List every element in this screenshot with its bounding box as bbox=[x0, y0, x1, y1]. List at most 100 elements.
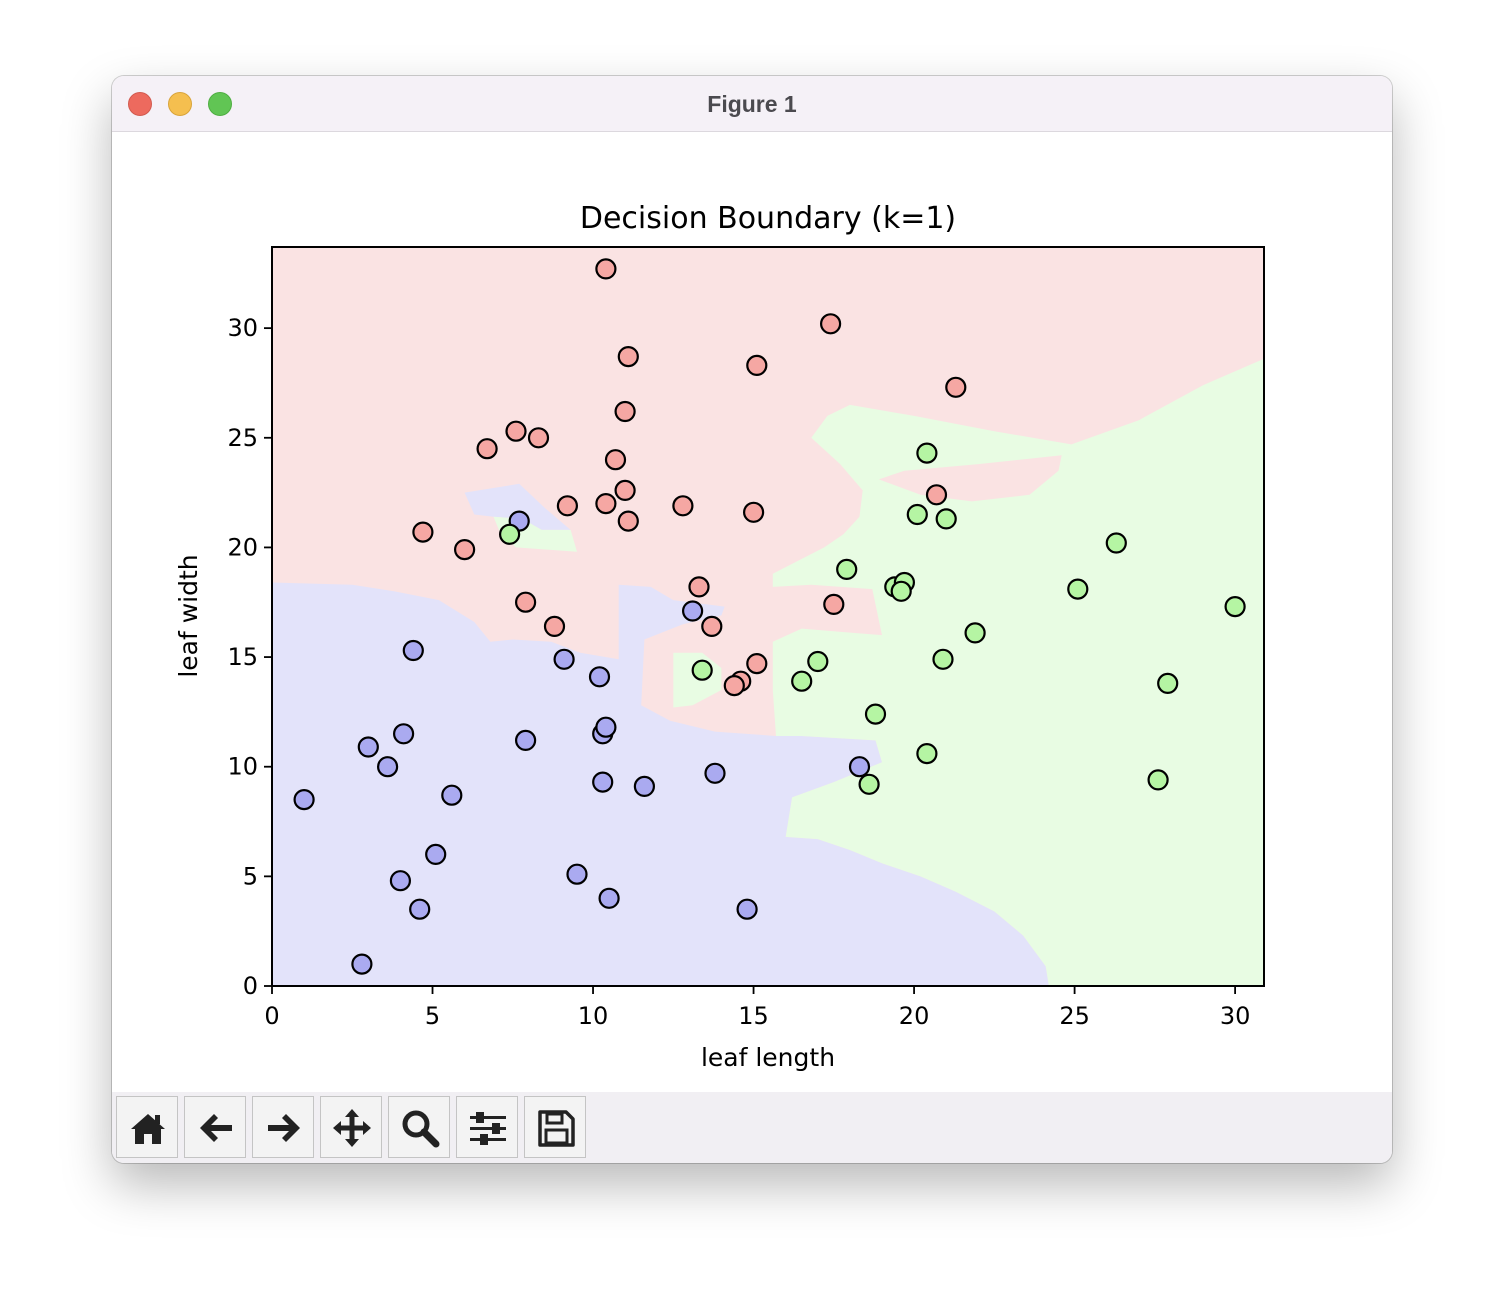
point-blue bbox=[402, 639, 424, 662]
point-blue bbox=[393, 723, 415, 745]
forward-button[interactable] bbox=[252, 1096, 314, 1158]
point-blue bbox=[409, 898, 431, 920]
move-icon bbox=[333, 1109, 371, 1147]
point-green bbox=[935, 508, 957, 530]
point-red bbox=[925, 484, 948, 506]
x-tick-label: 5 bbox=[425, 1002, 440, 1030]
point-blue bbox=[425, 843, 447, 866]
point-green bbox=[791, 670, 813, 692]
point-blue bbox=[553, 648, 575, 670]
point-blue bbox=[377, 756, 399, 778]
x-axis-label: leaf length bbox=[701, 1043, 835, 1072]
close-button[interactable] bbox=[128, 92, 152, 116]
point-red bbox=[819, 313, 842, 335]
point-red bbox=[527, 427, 550, 449]
point-red bbox=[604, 449, 627, 471]
y-axis: 0 5 10 15 20 25 30 bbox=[227, 314, 272, 1000]
point-blue bbox=[566, 863, 588, 885]
region-blue-1 bbox=[464, 483, 571, 530]
figure-window: Figure 1 Decision Boundary (k=1) 0 5 10 15 2… bbox=[112, 76, 1392, 1163]
region-green-0 bbox=[772, 358, 1264, 986]
point-green bbox=[964, 622, 986, 644]
point-blue bbox=[588, 666, 611, 688]
y-tick-label: 15 bbox=[227, 643, 258, 671]
point-green bbox=[858, 773, 880, 795]
point-green bbox=[906, 503, 928, 526]
x-tick-label: 25 bbox=[1059, 1002, 1090, 1030]
point-red bbox=[515, 591, 537, 613]
point-red bbox=[614, 479, 636, 501]
x-tick-label: 30 bbox=[1220, 1002, 1251, 1030]
x-tick-label: 15 bbox=[738, 1002, 769, 1030]
point-blue bbox=[592, 771, 614, 793]
save-button[interactable] bbox=[524, 1096, 586, 1158]
point-green bbox=[916, 742, 938, 765]
save-icon bbox=[538, 1110, 575, 1147]
point-green bbox=[932, 648, 954, 670]
data-points bbox=[293, 258, 1246, 975]
home-icon bbox=[131, 1114, 165, 1144]
point-red bbox=[595, 493, 617, 515]
sliders-icon bbox=[470, 1112, 506, 1145]
point-green bbox=[916, 442, 938, 464]
minimize-button[interactable] bbox=[168, 92, 192, 116]
point-blue bbox=[351, 953, 373, 975]
point-red bbox=[823, 593, 845, 615]
point-green bbox=[890, 580, 912, 602]
point-red bbox=[505, 420, 527, 442]
point-green bbox=[1224, 596, 1246, 618]
navigation-toolbar bbox=[112, 1092, 1392, 1163]
home-button[interactable] bbox=[116, 1096, 178, 1158]
y-tick-label: 10 bbox=[227, 753, 258, 781]
y-tick-label: 5 bbox=[243, 862, 258, 890]
point-red bbox=[688, 576, 710, 598]
zoom-button[interactable] bbox=[388, 1096, 450, 1158]
pan-button[interactable] bbox=[320, 1096, 382, 1158]
region-red-0 bbox=[878, 455, 1062, 502]
y-tick-label: 30 bbox=[227, 314, 258, 342]
title-bar: Figure 1 bbox=[112, 76, 1392, 132]
configure-subplots-button[interactable] bbox=[456, 1096, 518, 1158]
point-blue bbox=[441, 784, 463, 806]
point-green bbox=[1147, 769, 1169, 791]
point-red bbox=[672, 495, 694, 517]
point-red bbox=[945, 376, 967, 398]
point-blue bbox=[633, 775, 656, 798]
point-red bbox=[701, 615, 723, 637]
point-red bbox=[617, 510, 639, 532]
point-blue bbox=[357, 736, 379, 758]
point-red bbox=[723, 674, 745, 697]
point-red bbox=[617, 346, 639, 368]
point-green bbox=[499, 523, 521, 545]
point-red bbox=[746, 354, 768, 376]
plot-frame bbox=[271, 246, 1265, 987]
point-red bbox=[595, 258, 617, 280]
y-axis-label: leaf width bbox=[174, 554, 203, 677]
y-tick-label: 20 bbox=[227, 533, 258, 561]
point-blue bbox=[515, 729, 537, 752]
figure-canvas[interactable]: Decision Boundary (k=1) 0 5 10 15 20 25 30 0 5 1… bbox=[112, 132, 1392, 1092]
y-tick-label: 0 bbox=[243, 972, 258, 1000]
point-red bbox=[412, 521, 434, 543]
arrow-left-icon bbox=[200, 1114, 232, 1142]
chart-title: Decision Boundary (k=1) bbox=[580, 201, 956, 236]
point-green bbox=[836, 558, 858, 580]
point-red bbox=[556, 495, 578, 517]
back-button[interactable] bbox=[184, 1096, 246, 1158]
point-blue bbox=[595, 716, 617, 738]
x-tick-label: 20 bbox=[899, 1002, 930, 1030]
point-red bbox=[476, 438, 498, 460]
region-blue-0 bbox=[272, 582, 1049, 986]
chart: Decision Boundary (k=1) 0 5 10 15 20 25 30 0 5 1… bbox=[174, 201, 1265, 1072]
arrow-right-icon bbox=[268, 1114, 300, 1142]
point-green bbox=[807, 650, 829, 673]
point-blue bbox=[736, 898, 758, 920]
window-title: Figure 1 bbox=[707, 91, 797, 117]
x-tick-label: 10 bbox=[578, 1002, 609, 1030]
point-blue bbox=[598, 887, 620, 909]
decision-regions bbox=[272, 247, 1264, 986]
maximize-button[interactable] bbox=[208, 92, 232, 116]
x-tick-label: 0 bbox=[264, 1002, 279, 1030]
point-green bbox=[1157, 672, 1179, 695]
point-blue bbox=[704, 762, 726, 784]
